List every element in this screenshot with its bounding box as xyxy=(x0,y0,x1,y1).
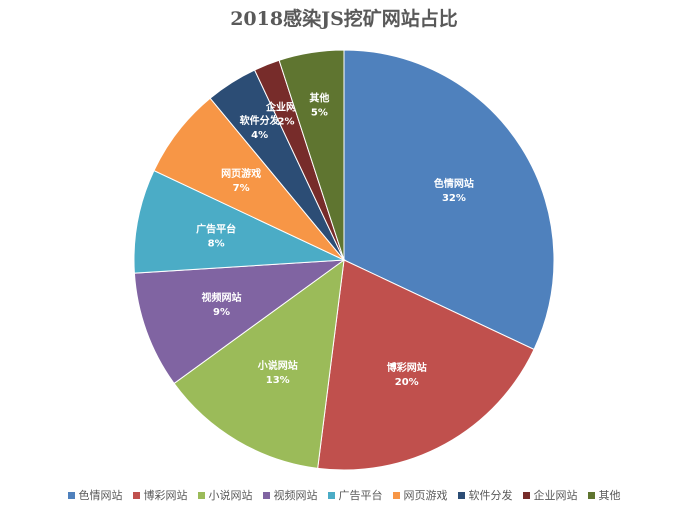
slice-value-label-8: 5% xyxy=(311,107,328,118)
slice-label-4: 广告平台 xyxy=(196,223,236,236)
slice-value-label-7: 2% xyxy=(278,117,295,128)
legend-label-2: 小说网站 xyxy=(208,489,253,502)
slice-label-3: 视频网站 xyxy=(201,291,241,304)
legend-swatch-1 xyxy=(132,491,140,499)
legend-swatch-5 xyxy=(392,491,400,499)
slice-value-label-3: 9% xyxy=(213,307,230,318)
legend-item-3: 视频网站 xyxy=(262,487,318,503)
legend-item-6: 软件分发 xyxy=(457,487,513,503)
legend-item-2: 小说网站 xyxy=(197,487,253,503)
legend-label-4: 广告平台 xyxy=(338,489,383,502)
chart-legend: 色情网站 博彩网站 小说网站 视频网站 广告平台 网页游戏 软件分发 企业网站 其他 xyxy=(0,487,688,503)
legend-item-8: 其他 xyxy=(587,487,621,503)
slice-label-2: 小说网站 xyxy=(257,359,298,372)
legend-label-7: 企业网站 xyxy=(533,489,578,502)
pie-plot-area: 色情网站 32% 博彩网站 20% 小说网站 13% 视频网站 9% 广告平台 8% 网页游戏 7% 软… xyxy=(133,49,555,471)
legend-swatch-2 xyxy=(197,491,205,499)
slice-value-label-0: 32% xyxy=(442,193,466,204)
legend-item-0: 色情网站 xyxy=(67,487,123,503)
legend-swatch-8 xyxy=(587,491,595,499)
legend-label-8: 其他 xyxy=(598,489,621,502)
slice-label-5: 网页游戏 xyxy=(221,167,261,180)
legend-item-5: 网页游戏 xyxy=(392,487,448,503)
legend-label-1: 博彩网站 xyxy=(143,489,188,502)
legend-label-6: 软件分发 xyxy=(468,489,513,502)
slice-label-1: 博彩网站 xyxy=(387,361,427,374)
slice-value-label-5: 7% xyxy=(233,183,250,194)
legend-swatch-6 xyxy=(457,491,465,499)
legend-label-5: 网页游戏 xyxy=(403,489,448,502)
slice-label-6: 软件分发 xyxy=(240,114,281,127)
pie-slice-3 xyxy=(133,259,346,385)
slice-label-0: 色情网站 xyxy=(434,177,474,190)
slice-value-label-1: 20% xyxy=(395,377,419,388)
legend-item-4: 广告平台 xyxy=(327,487,383,503)
legend-label-3: 视频网站 xyxy=(273,489,318,502)
legend-swatch-4 xyxy=(327,491,335,499)
chart-title: 2018感染JS挖矿网站占比 xyxy=(230,8,458,30)
slice-value-label-4: 8% xyxy=(208,239,225,250)
legend-item-1: 博彩网站 xyxy=(132,487,188,503)
pie-slice-0 xyxy=(343,49,555,351)
pie-slice-4 xyxy=(133,169,345,274)
legend-swatch-3 xyxy=(262,491,270,499)
legend-label-0: 色情网站 xyxy=(78,489,123,502)
legend-item-7: 企业网站 xyxy=(522,487,578,503)
slice-value-label-6: 4% xyxy=(251,130,268,141)
legend-swatch-7 xyxy=(522,491,530,499)
slice-label-8: 其他 xyxy=(309,91,329,104)
pie-slice-8 xyxy=(278,49,345,261)
slice-value-label-2: 13% xyxy=(266,375,290,386)
legend-swatch-0 xyxy=(67,491,75,499)
pie-slice-2 xyxy=(173,258,345,469)
pie-slice-1 xyxy=(317,259,535,471)
